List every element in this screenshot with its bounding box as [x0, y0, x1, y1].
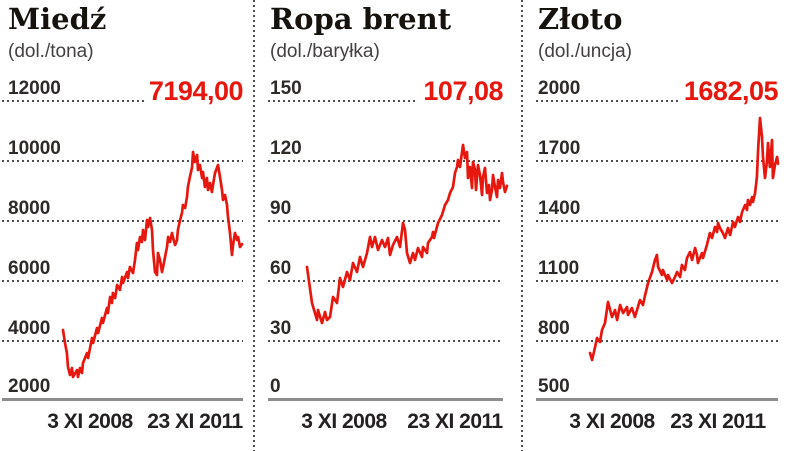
x-tick-label: 23 XI 2011 — [407, 410, 503, 433]
y-tick-label: 4000 — [8, 318, 51, 339]
y-tick-label: 2000 — [8, 376, 51, 397]
gridline — [2, 280, 243, 282]
y-tick-label: 6000 — [8, 258, 51, 279]
gridline — [536, 280, 778, 282]
x-tick-label: 3 XI 2008 — [569, 410, 655, 433]
y-tick-label: 90 — [270, 198, 292, 219]
x-tick-label: 3 XI 2008 — [301, 410, 387, 433]
gridline — [268, 100, 503, 102]
chart-unit: (dol./tona) — [8, 41, 94, 62]
x-tick-label: 23 XI 2011 — [670, 410, 766, 433]
chart-title: Złoto — [538, 2, 623, 36]
y-tick-label: 10000 — [8, 138, 61, 159]
chart-title: Miedź — [8, 2, 107, 36]
price-line-chart — [305, 143, 509, 325]
gridline — [268, 340, 503, 342]
chart-unit: (dol./uncja) — [538, 41, 632, 62]
y-tick-label: 2000 — [538, 78, 581, 99]
current-value-label: 107,08 — [418, 76, 503, 107]
price-line — [305, 143, 509, 325]
y-tick-label: 120 — [270, 138, 302, 159]
y-tick-label: 1700 — [538, 138, 581, 159]
y-tick-label: 8000 — [8, 198, 51, 219]
current-value-label: 7194,00 — [143, 76, 244, 107]
price-line — [588, 116, 780, 362]
gridline — [536, 220, 778, 222]
y-tick-label: 0 — [270, 376, 281, 397]
gridline — [268, 280, 503, 282]
x-tick-label: 3 XI 2008 — [47, 410, 133, 433]
gridline — [2, 220, 243, 222]
x-axis-baseline — [536, 398, 778, 401]
chart-title: Ropa brent — [270, 2, 452, 36]
gridline — [2, 340, 243, 342]
y-tick-label: 150 — [270, 78, 302, 99]
gridline — [536, 160, 778, 162]
chart-brent-oil: Ropa brent (dol./baryłka) 107,08 150 120… — [262, 0, 521, 451]
gridline — [2, 160, 243, 162]
chart-gold: Złoto (dol./uncja) 1682,05 2000 1700 140… — [530, 0, 805, 451]
y-tick-label: 60 — [270, 258, 292, 279]
y-tick-label: 800 — [538, 318, 570, 339]
y-tick-label: 30 — [270, 318, 292, 339]
gridline — [268, 160, 503, 162]
gridline — [2, 100, 243, 102]
gridline — [268, 220, 503, 222]
y-tick-label: 1100 — [538, 258, 580, 279]
y-tick-label: 12000 — [8, 78, 61, 99]
y-tick-label: 500 — [538, 376, 570, 397]
gridline — [536, 100, 778, 102]
column-separator — [253, 0, 255, 451]
chart-unit: (dol./baryłka) — [270, 41, 380, 62]
chart-copper: Miedź (dol./tona) 7194,00 12000 10000 80… — [0, 0, 253, 451]
price-line — [61, 150, 244, 379]
x-axis-baseline — [268, 398, 503, 401]
gridline — [536, 340, 778, 342]
x-tick-label: 23 XI 2011 — [147, 410, 243, 433]
x-axis-baseline — [2, 398, 243, 401]
price-line-chart — [588, 116, 780, 362]
current-value-label: 1682,05 — [678, 76, 779, 107]
column-separator — [521, 0, 523, 451]
y-tick-label: 1400 — [538, 198, 581, 219]
